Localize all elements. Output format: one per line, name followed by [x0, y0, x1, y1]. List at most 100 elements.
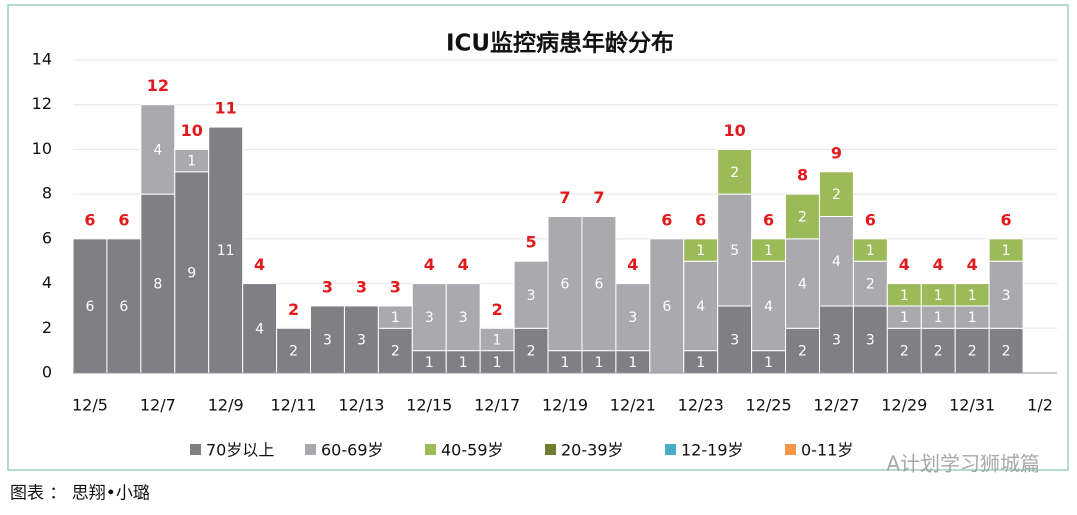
segment-label: 3	[357, 332, 366, 348]
segment-label: 2	[730, 165, 739, 181]
segment-label: 3	[628, 310, 637, 326]
segment-label: 3	[1002, 288, 1011, 304]
x-tick-label: 12/9	[208, 396, 244, 415]
total-label: 3	[356, 277, 367, 296]
segment-label: 11	[217, 243, 235, 259]
bar-segment	[547, 216, 583, 352]
legend-swatch	[305, 444, 316, 455]
total-label: 8	[797, 166, 808, 185]
segment-label: 4	[764, 299, 773, 315]
segment-label: 4	[798, 277, 807, 293]
total-label: 3	[322, 277, 333, 296]
segment-label: 1	[425, 355, 434, 371]
x-tick-label: 12/23	[678, 396, 724, 415]
total-label: 6	[118, 210, 129, 229]
bar-segment	[717, 148, 753, 195]
bar-segment	[785, 193, 820, 240]
segment-label: 2	[527, 344, 536, 360]
bar-segment	[717, 193, 753, 307]
segment-label: 4	[696, 299, 705, 315]
segment-label: 3	[459, 310, 468, 326]
bar-segment	[920, 327, 956, 374]
segment-label: 1	[493, 355, 502, 371]
segment-label: 1	[628, 355, 637, 371]
y-tick-label: 8	[42, 184, 52, 203]
segment-label: 2	[391, 344, 400, 360]
x-tick-label: 12/27	[813, 396, 859, 415]
total-label: 2	[288, 300, 299, 319]
x-tick-label: 12/17	[474, 396, 520, 415]
segment-label: 4	[832, 254, 841, 270]
y-tick-label: 10	[32, 139, 52, 158]
x-tick-label: 12/11	[270, 396, 316, 415]
segment-label: 1	[187, 154, 196, 170]
total-label: 4	[458, 255, 469, 274]
segment-label: 2	[798, 210, 807, 226]
x-tick-label: 12/19	[542, 396, 588, 415]
bar-segment	[377, 327, 413, 374]
bar-segment	[683, 260, 719, 352]
segment-label: 2	[798, 344, 807, 360]
legend-label: 0-11岁	[801, 441, 853, 460]
segment-label: 1	[900, 288, 909, 304]
segment-label: 1	[934, 310, 943, 326]
legend-label: 12-19岁	[681, 441, 744, 460]
segment-label: 8	[153, 277, 162, 293]
bar-segment	[785, 327, 820, 374]
bar-segment	[818, 305, 854, 374]
segment-label: 6	[662, 299, 671, 315]
segment-label: 3	[527, 288, 536, 304]
bar-segment	[818, 171, 854, 218]
segment-label: 5	[730, 243, 739, 259]
segment-label: 1	[764, 355, 773, 371]
segment-label: 1	[866, 243, 875, 259]
segment-label: 1	[561, 355, 570, 371]
total-label: 7	[559, 188, 570, 207]
segment-label: 2	[934, 344, 943, 360]
x-tick-label: 12/15	[406, 396, 452, 415]
total-label: 5	[525, 233, 536, 252]
x-tick-label: 12/13	[338, 396, 384, 415]
total-label: 6	[865, 210, 876, 229]
y-tick-label: 14	[32, 50, 52, 69]
chart-title: ICU监控病患年龄分布	[446, 30, 674, 57]
total-label: 4	[933, 255, 944, 274]
total-label: 6	[763, 210, 774, 229]
segment-label: 6	[594, 277, 603, 293]
y-tick-label: 0	[42, 363, 52, 382]
segment-label: 4	[153, 142, 162, 158]
footer: 图表 ： 思翔•小璐	[10, 484, 150, 504]
bar-segment	[343, 305, 379, 374]
bar-segment	[445, 283, 481, 352]
total-label: 4	[967, 255, 978, 274]
legend-swatch	[425, 444, 436, 455]
x-tick-label: 1/2	[1027, 396, 1053, 415]
total-label: 6	[1001, 210, 1012, 229]
bar-segment	[310, 305, 345, 374]
bar-segment	[852, 238, 888, 262]
total-label: 10	[181, 121, 203, 140]
segment-label: 2	[968, 344, 977, 360]
segment-label: 4	[255, 321, 264, 337]
segment-label: 9	[187, 265, 196, 281]
segment-label: 3	[866, 332, 875, 348]
total-label: 4	[254, 255, 265, 274]
bar-segment	[276, 327, 312, 374]
legend-swatch	[190, 444, 201, 455]
segment-label: 1	[594, 355, 603, 371]
segment-label: 1	[696, 355, 705, 371]
bar-segment	[513, 327, 549, 374]
segment-label: 1	[391, 310, 400, 326]
y-tick-label: 12	[32, 94, 52, 113]
segment-label: 1	[968, 288, 977, 304]
legend-label: 70岁以上	[206, 441, 274, 460]
total-label: 9	[831, 143, 842, 162]
bar-segment	[818, 216, 854, 307]
y-tick-label: 6	[42, 228, 52, 247]
segment-label: 2	[289, 344, 298, 360]
bar-segment	[988, 260, 1024, 329]
segment-label: 1	[1002, 243, 1011, 259]
segment-label: 1	[968, 310, 977, 326]
